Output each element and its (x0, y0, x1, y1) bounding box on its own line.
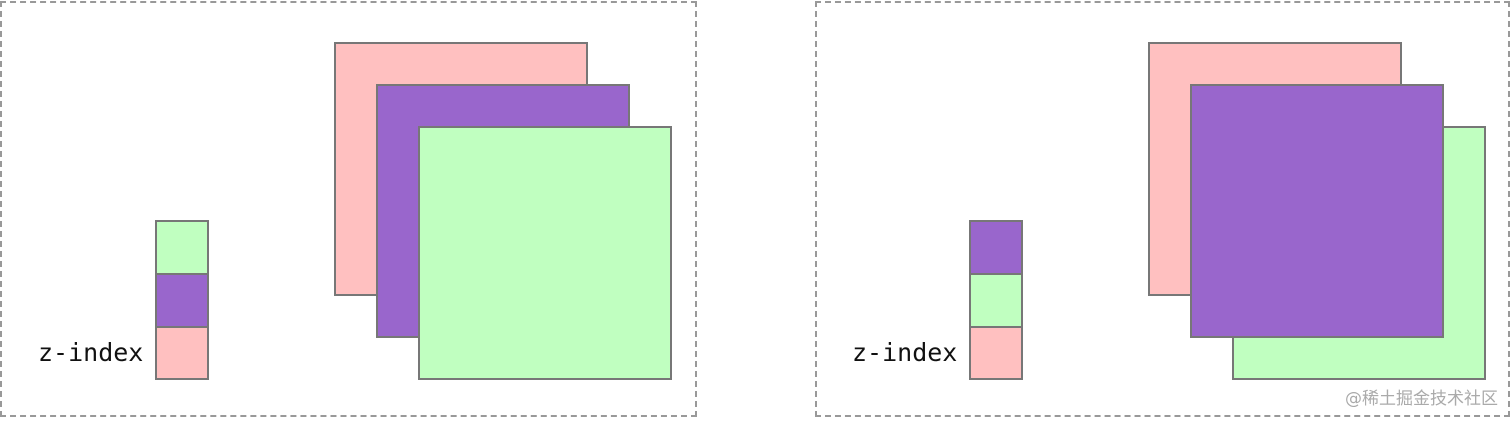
purple-square (1190, 84, 1444, 338)
green-square (418, 126, 672, 380)
stack-layer-green (969, 273, 1023, 328)
z-index-label: z-index (852, 338, 958, 367)
z-index-label: z-index (38, 338, 144, 367)
stack-layer-purple (969, 220, 1023, 275)
watermark: @稀土掘金技术社区 (1345, 389, 1498, 409)
panel-right (815, 1, 1510, 417)
panel-left (0, 1, 697, 417)
stack-layer-green (155, 220, 209, 275)
stack-layer-pink (969, 326, 1023, 380)
stack-layer-pink (155, 326, 209, 380)
stack-layer-purple (155, 273, 209, 328)
